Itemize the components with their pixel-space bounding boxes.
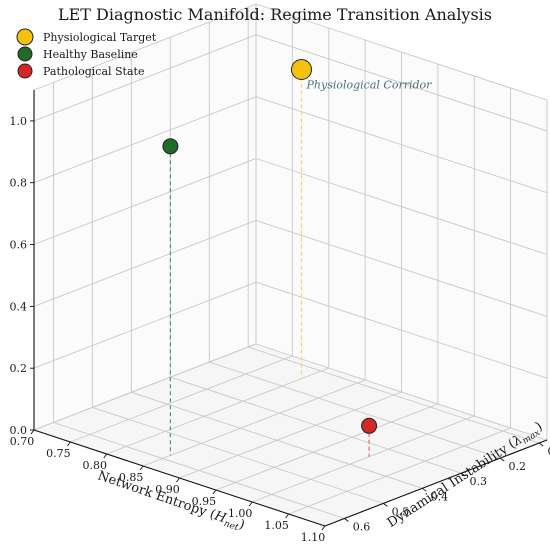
y-tick-mark bbox=[538, 442, 544, 447]
z-gridline bbox=[33, 343, 257, 431]
x-gridline bbox=[215, 403, 439, 491]
y-gridline bbox=[170, 376, 462, 474]
y-tick-mark bbox=[422, 487, 427, 492]
y-tick-mark bbox=[500, 457, 505, 462]
x-gridline bbox=[288, 427, 511, 515]
x-gridline bbox=[106, 367, 329, 455]
pane-edge bbox=[33, 3, 257, 91]
chart-axes: 0.70 0.75 0.80 0.85 0.90 0.95 1.00 1.05 1.10 0.1 0… bbox=[10, 90, 550, 544]
y-gridline bbox=[131, 391, 423, 489]
x-tick-mark bbox=[248, 501, 253, 507]
point-healthy-baseline bbox=[162, 138, 179, 155]
y-gridline bbox=[53, 422, 345, 519]
legend-label-healthy-baseline: Healthy Baseline bbox=[43, 48, 138, 61]
chart-points bbox=[162, 59, 378, 434]
x-tick-label: 1.10 bbox=[301, 531, 326, 544]
chart-droplines bbox=[169, 69, 370, 457]
x-gridline bbox=[252, 415, 475, 503]
z-tick-label: 0.6 bbox=[10, 239, 28, 252]
z-gridline bbox=[33, 158, 257, 245]
x-tick-mark bbox=[67, 441, 71, 447]
x-tick-label: 0.85 bbox=[119, 471, 144, 484]
y-tick-label: 0.5 bbox=[392, 505, 410, 518]
x-gridline bbox=[142, 379, 366, 467]
x-tick-label: 0.70 bbox=[10, 435, 35, 448]
z-gridline bbox=[33, 96, 257, 184]
y-tick-mark bbox=[344, 518, 349, 522]
z-tick-label: 0.2 bbox=[10, 362, 28, 375]
y-tick-label: 0.2 bbox=[509, 460, 527, 473]
z-tick-label: 0.0 bbox=[10, 424, 28, 437]
x-tick-mark bbox=[212, 489, 217, 495]
z-gridline bbox=[33, 219, 257, 307]
x-gridline bbox=[70, 355, 293, 443]
x-tick-label: 1.00 bbox=[228, 507, 253, 520]
x-tick-mark bbox=[103, 453, 108, 459]
pane-edge bbox=[255, 3, 548, 101]
annotation-physiological-corridor: Physiological Corridor bbox=[306, 79, 433, 92]
z-gridline bbox=[33, 34, 257, 122]
y-gridline bbox=[209, 361, 501, 459]
x-tick-mark bbox=[176, 477, 180, 483]
point-physiological-target bbox=[291, 59, 312, 80]
z-gridline bbox=[255, 343, 548, 441]
x-tick-mark bbox=[30, 429, 35, 435]
left-back-pane bbox=[34, 4, 256, 430]
y-gridline bbox=[248, 346, 540, 444]
y-gridline bbox=[92, 406, 384, 504]
z-gridline bbox=[33, 281, 257, 369]
x-tick-label: 1.05 bbox=[264, 519, 289, 532]
z-gridline bbox=[255, 34, 548, 132]
x-tick-mark bbox=[285, 513, 289, 519]
z-tick-label: 0.8 bbox=[10, 177, 28, 190]
legend-marker-pathological-state bbox=[17, 63, 33, 79]
z-tick-label: 1.0 bbox=[10, 115, 28, 128]
z-tick-label: 0.4 bbox=[10, 300, 28, 313]
legend-label-physiological-target: Physiological Target bbox=[43, 31, 157, 44]
x-tick-label: 0.95 bbox=[192, 495, 217, 508]
point-pathological-state bbox=[361, 417, 378, 434]
legend-marker-physiological-target bbox=[16, 28, 34, 46]
legend-marker-healthy-baseline bbox=[17, 46, 33, 62]
z-gridline bbox=[255, 281, 548, 379]
chart-title: LET Diagnostic Manifold: Regime Transiti… bbox=[58, 5, 492, 24]
x-tick-label: 0.75 bbox=[46, 447, 71, 460]
y-tick-label: 0.4 bbox=[431, 490, 449, 503]
y-tick-label: 0.1 bbox=[547, 445, 550, 458]
x-tick-label: 0.90 bbox=[155, 483, 180, 496]
z-gridline bbox=[255, 158, 548, 255]
x-tick-mark bbox=[139, 465, 144, 471]
y-tick-mark bbox=[461, 472, 466, 477]
x-tick-label: 0.80 bbox=[83, 459, 108, 472]
y-tick-label: 0.6 bbox=[353, 521, 371, 534]
z-gridline bbox=[255, 219, 548, 317]
chart-gridlines bbox=[33, 3, 548, 527]
y-tick-mark bbox=[383, 503, 388, 507]
x-tick-mark bbox=[321, 525, 326, 531]
legend-label-pathological-state: Pathological State bbox=[43, 65, 144, 78]
y-tick-label: 0.3 bbox=[470, 475, 488, 488]
x-gridline bbox=[179, 391, 402, 479]
z-gridline bbox=[255, 96, 548, 194]
legend: Physiological Target Healthy Baseline Path… bbox=[16, 28, 157, 79]
y-axis-line bbox=[324, 439, 548, 527]
